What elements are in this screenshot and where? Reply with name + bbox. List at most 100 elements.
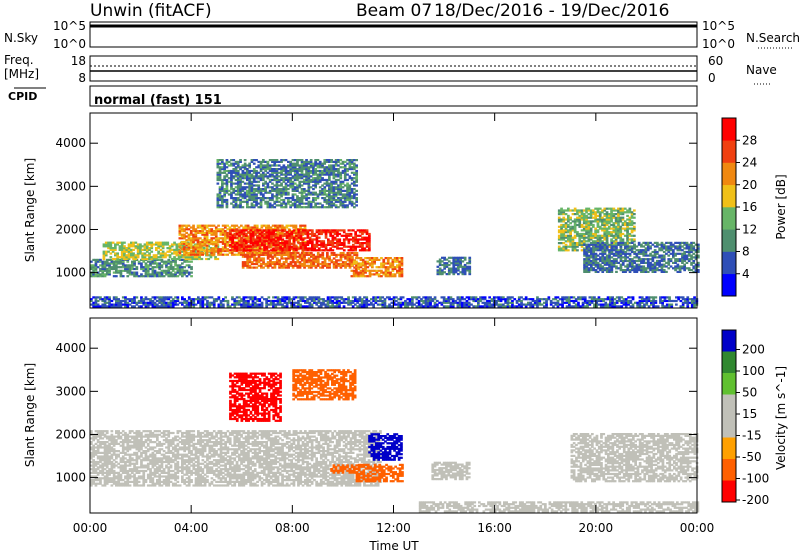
power-echo-cell xyxy=(137,275,141,278)
power-echo-cell xyxy=(589,236,593,239)
power-echo-cell xyxy=(164,243,167,246)
power-echo-cell xyxy=(345,236,348,239)
power-echo-cell xyxy=(96,260,100,263)
power-echo-cell xyxy=(310,266,313,269)
power-echo-cell xyxy=(683,269,686,272)
power-echo-cell xyxy=(118,248,122,251)
power-echo-cell xyxy=(288,234,291,237)
power-echo-cell xyxy=(375,273,379,276)
power-echo-cell xyxy=(271,195,274,198)
power-echo-cell xyxy=(132,248,135,251)
power-echo-cell xyxy=(248,266,252,269)
power-echo-cell xyxy=(314,255,318,258)
power-echo-cell xyxy=(221,231,225,234)
power-echo-cell xyxy=(276,240,280,243)
power-echo-cell xyxy=(697,265,700,268)
power-echo-cell xyxy=(640,269,643,272)
power-echo-cell xyxy=(299,231,303,234)
power-echo-cell xyxy=(601,229,604,232)
power-echo-cell xyxy=(199,237,202,240)
power-echo-cell xyxy=(358,243,362,246)
power-echo-cell xyxy=(305,173,308,176)
power-echo-cell xyxy=(243,200,247,203)
power-echo-cell xyxy=(342,229,346,232)
power-echo-cell xyxy=(396,258,399,261)
power-echo-cell xyxy=(610,256,614,259)
power-echo-cell xyxy=(236,206,240,209)
power-echo-cell xyxy=(331,234,335,237)
power-echo-cell xyxy=(277,189,281,192)
power-echo-cell xyxy=(342,234,346,237)
power-echo-cell xyxy=(285,259,288,262)
power-echo-cell xyxy=(277,184,281,187)
power-echo-cell xyxy=(603,207,607,210)
power-echo-cell xyxy=(219,248,223,251)
power-echo-cell xyxy=(619,265,623,268)
power-echo-cell xyxy=(114,245,117,248)
power-echo-cell xyxy=(139,252,142,255)
power-echo-cell xyxy=(621,261,625,264)
power-echo-cell xyxy=(603,247,607,250)
power-echo-cell xyxy=(150,256,154,259)
power-echo-cell xyxy=(364,257,367,260)
power-echo-cell xyxy=(255,195,258,198)
power-echo-cell xyxy=(619,269,623,272)
power-echo-cell xyxy=(594,269,598,272)
power-echo-cell xyxy=(355,204,358,207)
power-echo-cell xyxy=(587,234,591,237)
power-echo-cell xyxy=(234,168,238,171)
power-echo-cell xyxy=(266,182,270,185)
power-echo-cell xyxy=(347,229,351,232)
power-echo-cell xyxy=(103,298,107,301)
power-echo-cell xyxy=(103,262,107,265)
power-echo-cell xyxy=(142,301,146,304)
power-echo-cell xyxy=(617,249,620,252)
power-echo-cell xyxy=(656,269,659,272)
power-echo-cell xyxy=(678,267,682,270)
power-echo-cell xyxy=(102,250,106,253)
power-echo-cell xyxy=(298,198,302,202)
power-echo-cell xyxy=(300,166,304,169)
power-echo-cell xyxy=(252,171,256,174)
power-echo-cell xyxy=(294,251,298,254)
power-echo-cell xyxy=(610,238,613,241)
power-echo-cell xyxy=(318,180,322,183)
power-echo-cell xyxy=(144,275,148,278)
power-echo-cell xyxy=(221,159,224,162)
power-echo-cell xyxy=(580,229,584,232)
power-echo-cell xyxy=(144,303,148,306)
power-echo-cell xyxy=(398,266,401,269)
power-echo-cell xyxy=(149,299,152,303)
power-echo-cell xyxy=(282,186,286,189)
power-echo-cell xyxy=(216,178,220,182)
power-echo-cell xyxy=(366,275,370,278)
power-echo-cell xyxy=(183,233,186,236)
power-echo-cell xyxy=(580,249,584,252)
power-echo-cell xyxy=(180,226,184,229)
power-echo-cell xyxy=(183,242,186,245)
power-echo-cell xyxy=(236,193,240,196)
power-echo-cell xyxy=(105,301,109,304)
power-echo-cell xyxy=(345,232,348,236)
power-echo-cell xyxy=(288,238,291,241)
power-echo-cell xyxy=(355,171,358,174)
power-echo-cell xyxy=(660,254,664,257)
power-echo-cell xyxy=(330,173,333,176)
power-echo-cell xyxy=(326,252,329,255)
power-echo-cell xyxy=(578,243,582,246)
power-echo-cell xyxy=(305,206,308,209)
power-echo-cell xyxy=(260,252,263,255)
power-echo-cell xyxy=(231,240,235,243)
power-echo-cell xyxy=(365,229,369,232)
power-echo-cell xyxy=(384,266,388,269)
power-echo-cell xyxy=(196,226,200,229)
power-echo-cell xyxy=(125,257,129,261)
power-echo-cell xyxy=(274,232,278,236)
power-echo-cell xyxy=(234,200,238,203)
power-echo-cell xyxy=(305,252,309,255)
power-echo-cell xyxy=(108,299,111,303)
power-echo-cell xyxy=(94,258,98,261)
power-echo-cell xyxy=(330,195,333,198)
power-echo-cell xyxy=(633,265,636,268)
power-echo-cell xyxy=(353,180,356,183)
